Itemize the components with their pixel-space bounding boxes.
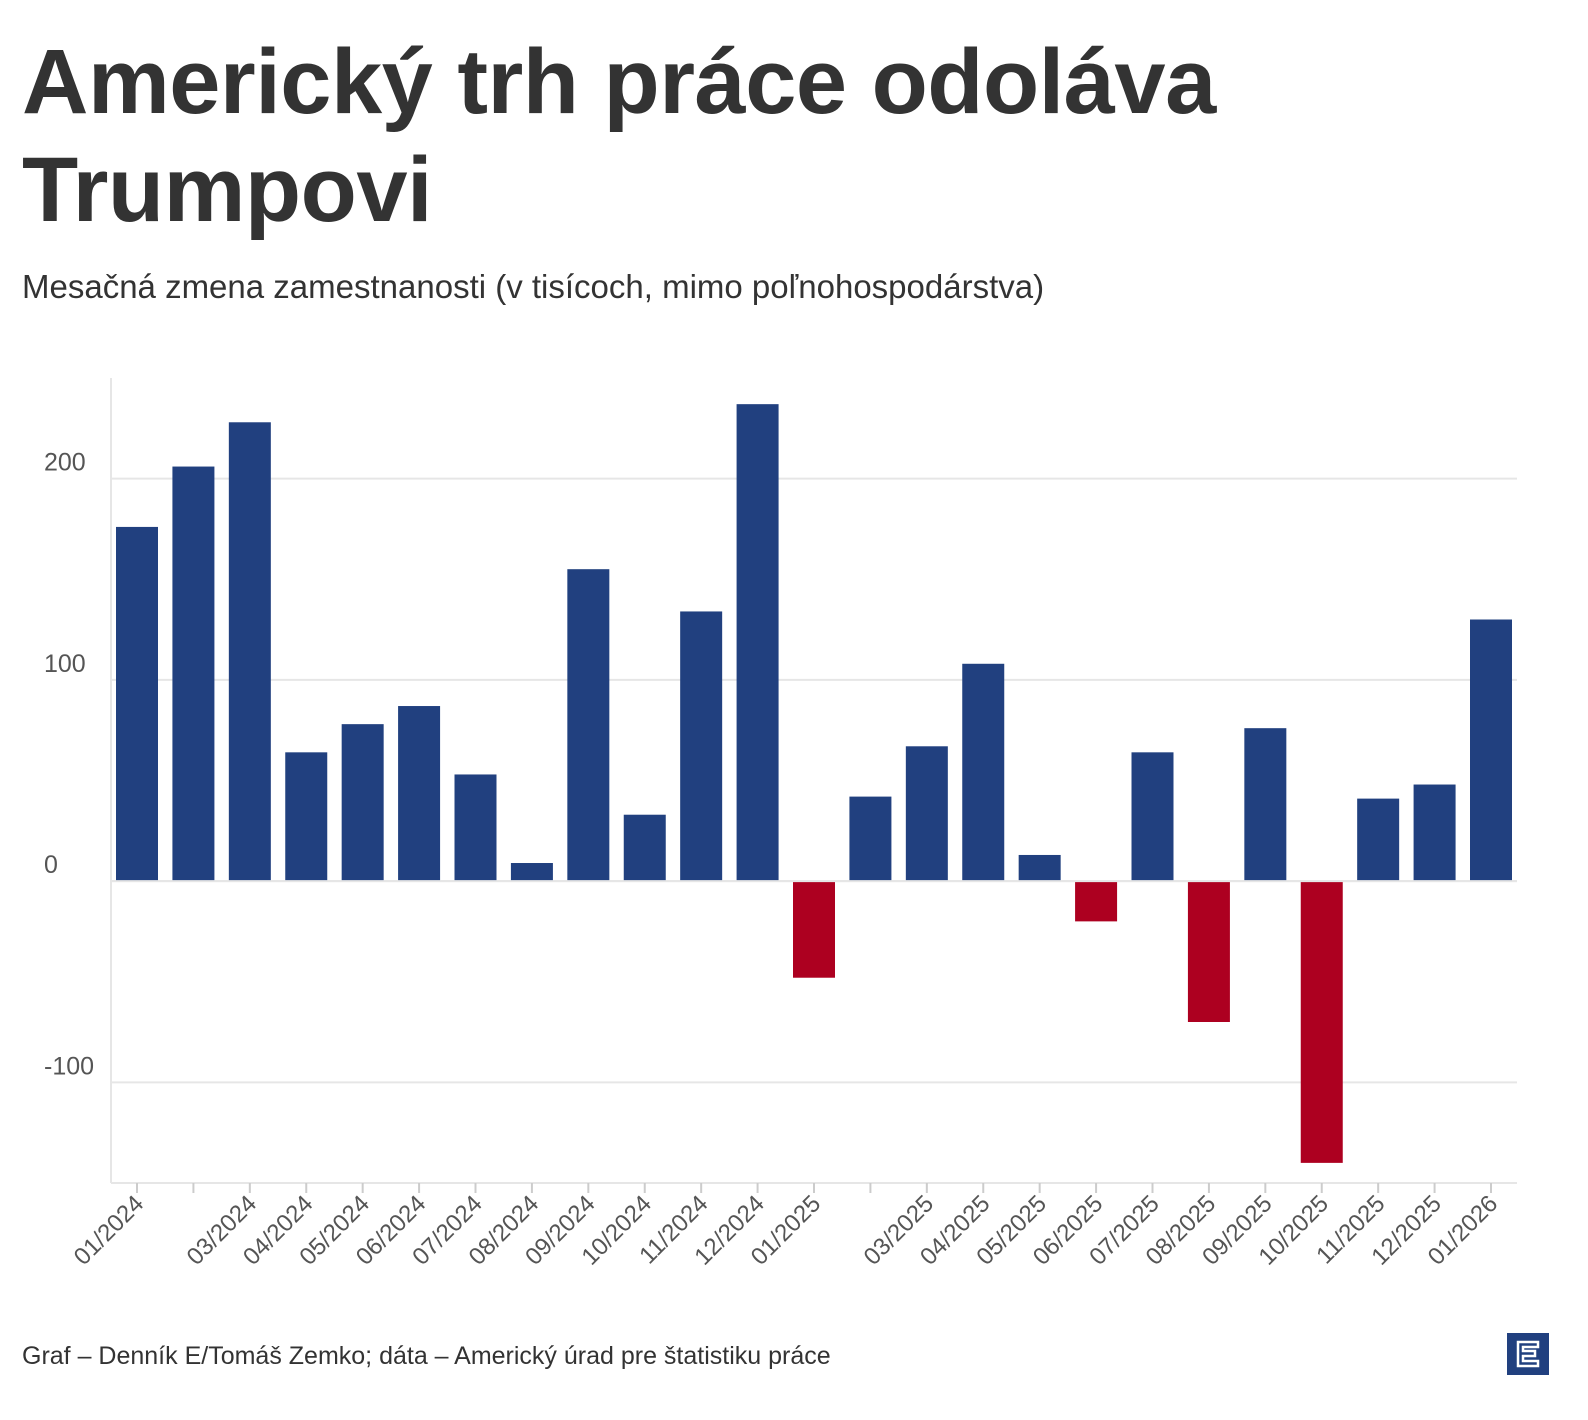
bar-12-2025 (1413, 784, 1456, 882)
bar-08-2024 (510, 863, 553, 882)
bar-07-2024 (454, 774, 497, 882)
bar-03-2025 (905, 746, 948, 882)
bar-10-2024 (623, 814, 666, 882)
bar-09-2024 (567, 569, 610, 882)
bar-06-2024 (398, 706, 441, 882)
chart-title: Americký trh práce odoláva Trumpovi (22, 31, 1216, 241)
bar-06-2025 (1075, 881, 1118, 922)
bar-08-2025 (1187, 881, 1230, 1022)
bar-07-2025 (1131, 752, 1174, 882)
bar-01-2024 (116, 526, 158, 882)
y-tick-label: 100 (44, 650, 86, 678)
y-tick-label: -100 (44, 1052, 94, 1080)
bar-11-2024 (680, 611, 723, 882)
source-note: Graf – Denník E/Tomáš Zemko; dáta – Amer… (22, 1342, 831, 1370)
bar-10-2025 (1300, 881, 1343, 1163)
bar-05-2025 (1018, 854, 1061, 882)
y-tick-label: 200 (44, 449, 86, 477)
y-tick-label: 0 (44, 851, 58, 879)
bar-05-2024 (341, 724, 384, 882)
bar-04-2024 (285, 752, 328, 882)
bar-11-2025 (1357, 798, 1400, 882)
bar-01-2026 (1470, 619, 1512, 882)
bar-01-2025 (793, 881, 835, 978)
denník-e-logo[interactable] (1507, 1333, 1549, 1375)
bar-03-2024 (228, 422, 271, 882)
bar-02-2025 (849, 796, 892, 882)
chart-subtitle: Mesačná zmena zamestnanosti (v tisícoch,… (22, 268, 1045, 305)
bar-09-2025 (1244, 728, 1287, 882)
x-tick-label: 01/2024 (69, 1190, 149, 1270)
bar-12-2024 (736, 404, 779, 882)
bar-04-2025 (962, 663, 1005, 882)
bar-02-2024 (172, 466, 215, 882)
